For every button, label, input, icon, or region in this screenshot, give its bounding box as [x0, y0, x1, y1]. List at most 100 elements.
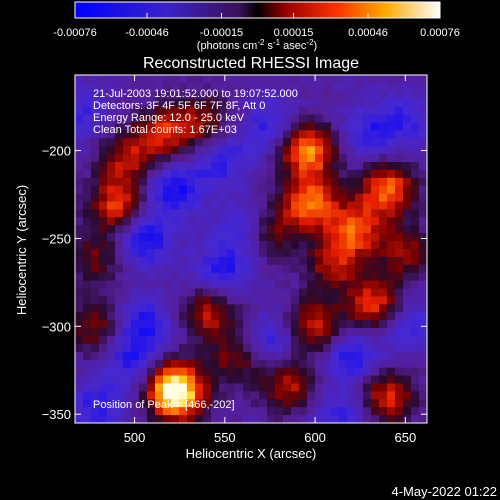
heatmap-cell: [155, 122, 164, 131]
heatmap-cell: [315, 114, 324, 123]
heatmap-cell: [307, 169, 316, 179]
heatmap-cell: [363, 320, 372, 329]
heatmap-cell: [387, 185, 396, 195]
heatmap-cell: [315, 146, 324, 155]
heatmap-cell: [83, 312, 92, 321]
heatmap-cell: [259, 296, 268, 305]
heatmap-cell: [355, 177, 364, 187]
heatmap-cell: [83, 359, 92, 369]
heatmap-cell: [395, 130, 404, 139]
heatmap-cell: [219, 201, 228, 210]
heatmap-cell: [251, 328, 260, 337]
heatmap-cell: [235, 249, 244, 258]
heatmap-cell: [211, 122, 220, 131]
heatmap-cell: [155, 185, 164, 195]
heatmap-cell: [315, 217, 324, 226]
heatmap-cell: [83, 75, 92, 84]
heatmap-cell: [99, 177, 108, 187]
heatmap-cell: [347, 391, 356, 400]
heatmap-cell: [403, 383, 412, 392]
heatmap-cell: [411, 351, 420, 361]
heatmap-cell: [291, 336, 300, 345]
heatmap-cell: [227, 351, 236, 361]
heatmap-cell: [107, 367, 116, 376]
heatmap-cell: [211, 383, 220, 392]
heatmap-cell: [411, 383, 420, 392]
heatmap-cell: [307, 312, 316, 321]
heatmap-cell: [235, 328, 244, 337]
heatmap-cell: [419, 304, 427, 313]
heatmap-cell: [99, 399, 108, 408]
heatmap-cell: [123, 75, 132, 84]
heatmap-cell: [371, 320, 380, 329]
heatmap-cell: [275, 399, 284, 408]
heatmap-cell: [203, 217, 212, 226]
heatmap-cell: [291, 296, 300, 305]
heatmap-cell: [163, 154, 172, 163]
heatmap-cell: [307, 75, 316, 84]
heatmap-cell: [187, 154, 196, 163]
heatmap-cell: [155, 209, 164, 218]
heatmap-cell: [243, 90, 252, 100]
heatmap-cell: [139, 399, 148, 408]
heatmap-cell: [155, 359, 164, 369]
heatmap-cell: [83, 391, 92, 400]
heatmap-cell: [235, 415, 244, 423]
heatmap-cell: [291, 162, 300, 171]
heatmap-cell: [195, 336, 204, 345]
heatmap-cell: [195, 138, 204, 147]
heatmap-cell: [331, 82, 340, 92]
heatmap-cell: [195, 296, 204, 305]
heatmap-cell: [323, 122, 332, 131]
heatmap-cell: [411, 122, 420, 131]
heatmap-cell: [251, 336, 260, 345]
heatmap-cell: [299, 367, 308, 376]
heatmap-cell: [291, 209, 300, 218]
heatmap-cell: [355, 383, 364, 392]
heatmap-cell: [267, 280, 276, 289]
heatmap-cell: [299, 391, 308, 400]
heatmap-cell: [291, 367, 300, 376]
heatmap-cell: [235, 122, 244, 131]
heatmap-cell: [187, 375, 196, 384]
heatmap-cell: [163, 106, 172, 115]
heatmap-cell: [235, 351, 244, 361]
heatmap-cell: [259, 169, 268, 179]
heatmap-cell: [419, 415, 427, 423]
heatmap-cell: [107, 154, 116, 163]
heatmap-cell: [315, 82, 324, 92]
heatmap-cell: [251, 399, 260, 408]
heatmap-cell: [171, 130, 180, 139]
heatmap-cell: [99, 320, 108, 329]
heatmap-cell: [283, 367, 292, 376]
heatmap-cell: [99, 288, 108, 297]
heatmap-cell: [411, 75, 420, 84]
heatmap-cell: [291, 241, 300, 250]
heatmap-cell: [107, 114, 116, 123]
heatmap-cell: [363, 90, 372, 100]
heatmap-cell: [131, 272, 140, 282]
heatmap-cell: [235, 225, 244, 234]
heatmap-cell: [387, 209, 396, 218]
heatmap-cell: [251, 75, 260, 84]
heatmap-cell: [227, 154, 236, 163]
heatmap-cell: [291, 249, 300, 258]
heatmap-cell: [75, 114, 84, 123]
heatmap-cell: [99, 233, 108, 242]
heatmap-cell: [331, 138, 340, 147]
heatmap-cell: [115, 146, 124, 155]
heatmap-cell: [275, 75, 284, 84]
heatmap-cell: [107, 383, 116, 392]
heatmap-cell: [315, 296, 324, 305]
heatmap-cell: [139, 304, 148, 313]
heatmap-cell: [419, 320, 427, 329]
heatmap-cell: [283, 391, 292, 400]
heatmap-cell: [395, 177, 404, 187]
heatmap-cell: [107, 304, 116, 313]
heatmap-cell: [123, 154, 132, 163]
heatmap-cell: [307, 304, 316, 313]
heatmap-cell: [259, 130, 268, 139]
heatmap-cell: [419, 336, 427, 345]
heatmap-cell: [107, 209, 116, 218]
heatmap-cell: [211, 304, 220, 313]
